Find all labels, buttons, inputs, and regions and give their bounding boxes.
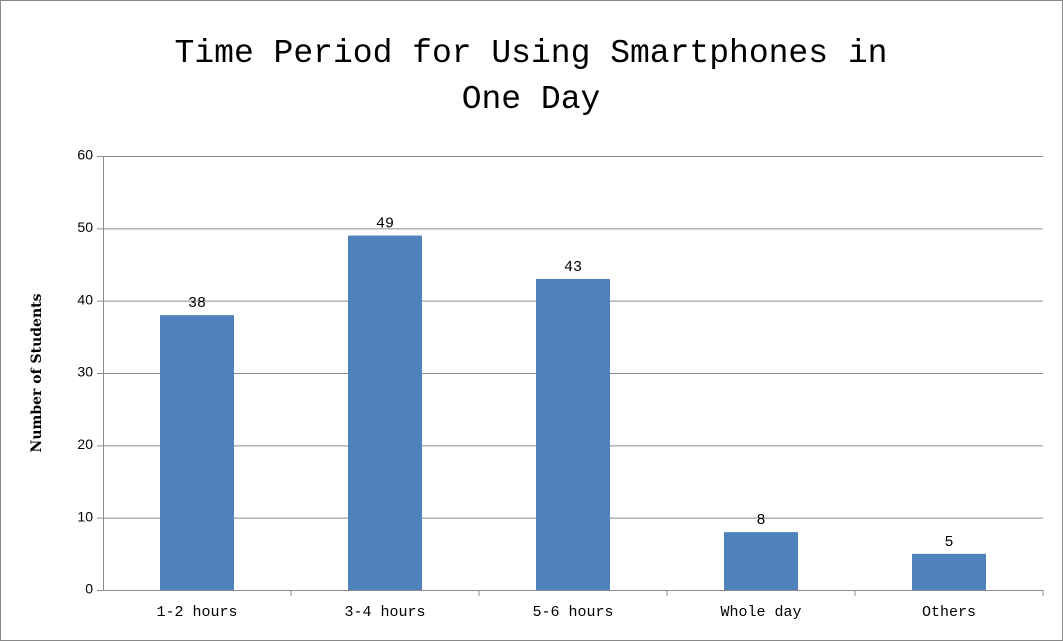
bar <box>724 532 798 590</box>
y-tick-label: 10 <box>77 508 93 524</box>
y-tick-label: 40 <box>77 291 93 307</box>
data-label: 49 <box>376 216 394 233</box>
bar <box>348 235 422 591</box>
bar <box>536 278 610 590</box>
x-tick-label: 5-6 hours <box>532 604 613 621</box>
y-tick-label: 50 <box>77 219 93 235</box>
x-tick-label: Whole day <box>720 604 801 621</box>
x-tick-label: 1-2 hours <box>156 604 237 621</box>
x-tick-label: Others <box>922 604 976 621</box>
x-tick-label: 3-4 hours <box>344 604 425 621</box>
data-label: 38 <box>188 295 206 312</box>
y-tick-label: 20 <box>77 436 93 452</box>
chart-title: Time Period for Using Smartphones in One… <box>174 35 888 118</box>
data-label: 5 <box>944 534 953 551</box>
data-label: 43 <box>564 259 582 276</box>
y-tick-label: 30 <box>77 364 93 380</box>
y-tick-label: 60 <box>77 147 93 163</box>
bar <box>912 553 986 590</box>
y-axis-label: Number of Students <box>29 293 45 452</box>
y-tick-label: 0 <box>85 581 93 597</box>
bar <box>160 315 234 590</box>
data-label: 8 <box>756 512 765 529</box>
